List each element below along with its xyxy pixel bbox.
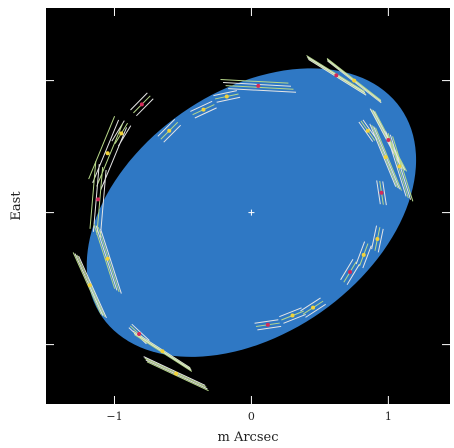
data-point [96,197,101,202]
data-point [383,155,388,160]
baseline-segment [143,356,206,386]
baseline-segment [146,361,209,392]
data-point [375,237,380,241]
baseline-segment [194,107,217,119]
baseline-segment [89,161,97,229]
data-point [105,151,110,156]
data-point [139,102,144,107]
data-point [361,252,366,257]
baseline-segment [96,166,104,235]
data-point [167,128,172,133]
baseline-segment [375,127,402,191]
baseline-segment [96,123,124,187]
baseline-segment [130,92,148,111]
data-point [105,256,110,261]
baseline-segment [134,334,193,372]
data-point [137,332,142,337]
baseline-segment [355,241,366,265]
baseline-segment [72,252,102,315]
baseline-segment [190,100,213,112]
baseline-segment [88,115,116,180]
baseline-segment [385,131,407,197]
x-tick-label: 0 [248,410,255,423]
data-point [352,78,357,83]
data-point [334,73,339,78]
baseline-segment [257,325,282,331]
baseline-segment [371,225,378,250]
baseline-segment [254,319,279,324]
data-point [290,313,295,318]
y-ticks [46,80,450,346]
baseline-segment [377,228,384,253]
baseline-segment [131,323,150,341]
baseline-segment [136,98,154,117]
baseline-segment [376,180,381,205]
baseline-segment [93,223,116,289]
data-point [386,138,391,142]
data-points [87,73,402,376]
baseline-segment [346,263,360,286]
x-ticks: −1 0 1 [106,8,392,423]
data-point [119,131,124,136]
x-tick-label: 1 [385,410,392,423]
baseline-segment [382,181,387,206]
baseline-segment [99,169,107,238]
data-point [265,322,270,327]
baseline-segment [279,307,302,318]
baseline-segment [92,163,100,232]
baseline-segment [308,58,367,96]
data-point [87,283,92,288]
baseline-segment [283,313,306,324]
data-point [365,128,370,133]
baseline-segment [362,245,372,269]
baseline-segment [92,119,120,183]
baseline-segment [228,88,297,93]
baseline-segment [358,121,374,142]
data-point [256,83,261,88]
data-point [379,190,384,195]
data-point [348,270,353,274]
center-marker [248,209,255,216]
y-axis-title: East [9,191,24,221]
baseline-segment [213,90,238,97]
x-tick-label: −1 [106,410,122,423]
baseline-segment [163,124,182,143]
baseline-segment [340,258,354,281]
baseline-segment [369,123,397,187]
baseline-segment [392,136,414,202]
data-point [397,164,402,169]
baseline-segment [306,55,365,92]
x-axis-title: m Arcsec [218,430,279,445]
baseline-segment [100,228,122,294]
baseline-segment [300,297,321,312]
data-point [224,94,229,99]
baseline-segment [220,78,289,84]
data-point [160,349,165,354]
baseline-segment [78,255,107,319]
baseline-segment [216,96,241,103]
baseline-segment [132,330,191,369]
baseline-segment [157,118,176,137]
baseline-segment [305,303,326,318]
data-point [174,371,179,376]
data-point [311,305,316,310]
baseline-segment [369,108,403,169]
data-point [201,107,206,112]
